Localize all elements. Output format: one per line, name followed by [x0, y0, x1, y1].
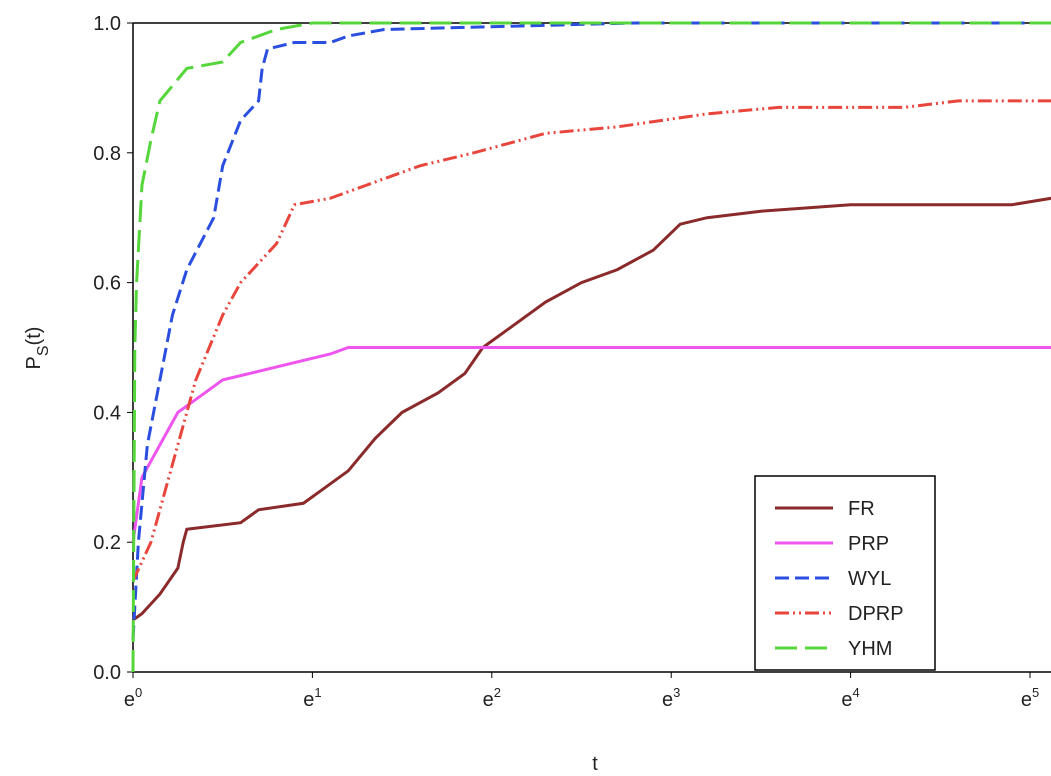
y-label-rest: (t) [23, 327, 45, 346]
x-tick-label: e4 [841, 685, 859, 711]
x-tick-label: e1 [303, 685, 321, 711]
y-tick-label: 1.0 [93, 13, 121, 35]
x-tick-exponent: 5 [1032, 685, 1039, 700]
x-tick-base: e [1021, 689, 1032, 711]
y-axis-label: PS(t) [23, 327, 52, 370]
y-tick-label: 0.8 [93, 143, 121, 165]
legend-label: YHM [848, 638, 892, 660]
x-tick-label: e3 [662, 685, 680, 711]
series-line [131, 99, 1051, 582]
x-tick-label: e5 [1021, 685, 1039, 711]
x-tick-base: e [124, 689, 135, 711]
x-tick-exponent: 4 [853, 685, 860, 700]
y-tick-label: 0.2 [93, 532, 121, 554]
x-tick-base: e [662, 689, 673, 711]
legend-label: FR [848, 498, 875, 520]
y-label-sub: S [35, 345, 52, 356]
x-tick-exponent: 0 [135, 685, 142, 700]
legend-label: DPRP [848, 603, 904, 625]
series-line [132, 196, 1051, 622]
x-tick-base: e [841, 689, 852, 711]
legend-label: PRP [848, 533, 889, 555]
legend-box [754, 475, 936, 671]
y-tick-label: 0.0 [93, 662, 121, 684]
x-tick-exponent: 3 [673, 685, 680, 700]
series-line [131, 21, 1051, 673]
x-axis-label: t [592, 753, 598, 775]
x-tick-exponent: 2 [494, 685, 501, 700]
x-tick-exponent: 1 [314, 685, 321, 700]
y-tick-label: 0.6 [93, 273, 121, 295]
x-tick-label: e0 [124, 685, 142, 711]
x-tick-base: e [303, 689, 314, 711]
y-tick-label: 0.4 [93, 402, 121, 424]
x-tick-base: e [483, 689, 494, 711]
x-tick-label: e2 [483, 685, 501, 711]
legend-label: WYL [848, 568, 891, 590]
y-label-main: P [23, 356, 45, 369]
series-line [131, 21, 1051, 640]
series-line [131, 346, 1051, 543]
